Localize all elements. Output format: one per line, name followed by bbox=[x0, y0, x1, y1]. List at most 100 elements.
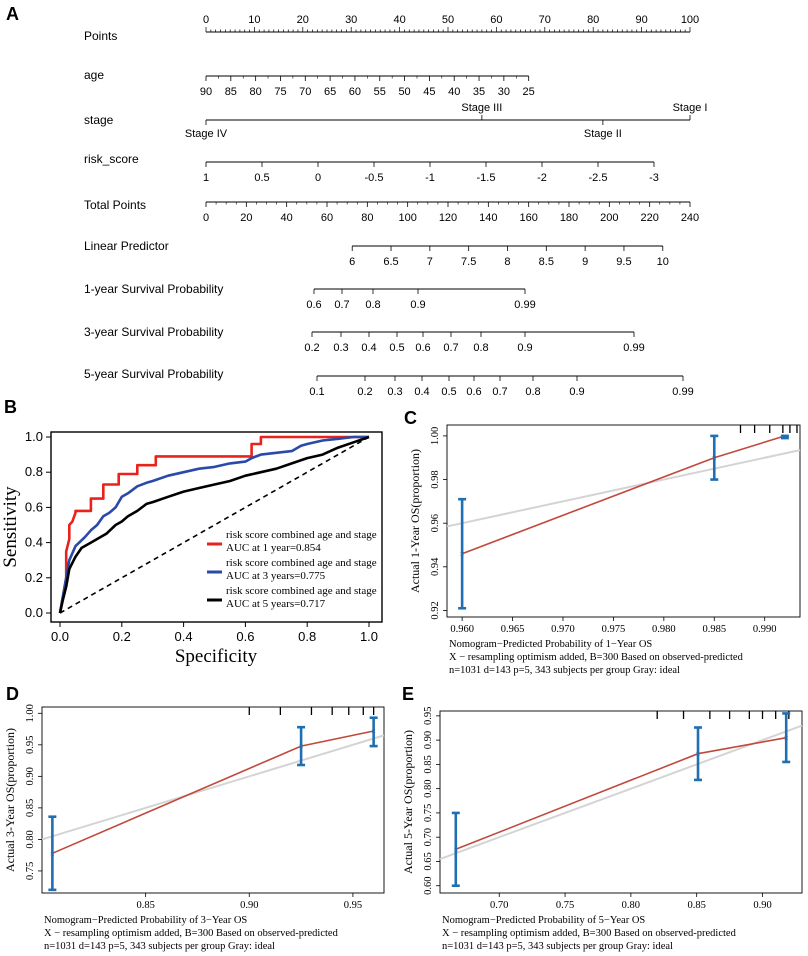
nomogram-row-label: stage bbox=[84, 113, 114, 127]
panel-letter-b: B bbox=[4, 397, 17, 417]
calibration-y-tick-label: 0.95 bbox=[423, 707, 434, 725]
nomogram-row-1-year-survival-probability: 1-year Survival Probability 0.6 0.7 0.8 0.9 0… bbox=[84, 282, 536, 311]
nomogram-tick-label: 35 bbox=[473, 86, 485, 98]
panel-letter-c: C bbox=[404, 408, 417, 428]
calibration-error-bar: × bbox=[710, 434, 719, 481]
calibration-error-bar: × bbox=[48, 815, 57, 892]
roc-x-axis-title: Specificity bbox=[175, 646, 258, 667]
nomogram-tick-label: 10 bbox=[248, 14, 260, 26]
calibration-y-axis-title: Actual 5-Year OS(proportion) bbox=[401, 730, 415, 874]
calibration-ideal-line bbox=[41, 734, 385, 841]
calibration-x-tick-label: 0.85 bbox=[688, 900, 706, 911]
nomogram-tick-label: -2 bbox=[537, 172, 547, 184]
roc-x-tick-label: 0.6 bbox=[236, 629, 254, 644]
error-bar-point-marker: × bbox=[783, 432, 788, 441]
nomogram-tick-label: 140 bbox=[479, 212, 497, 224]
calibration-ideal-line bbox=[446, 449, 801, 528]
calibration-y-tick-label: 0.85 bbox=[423, 755, 434, 773]
nomogram-tick-label: 0.8 bbox=[525, 386, 540, 398]
calibration-x-tick-label: 0.975 bbox=[602, 624, 626, 635]
nomogram-tick-label: 7.5 bbox=[461, 256, 476, 268]
nomogram-tick-label: 160 bbox=[519, 212, 537, 224]
nomogram-tick-label: -1.5 bbox=[477, 172, 496, 184]
calibration-error-bar: × bbox=[369, 716, 378, 748]
nomogram-tick-label: 6.5 bbox=[383, 256, 398, 268]
nomogram-tick-label: 40 bbox=[281, 212, 293, 224]
roc-legend-auc: AUC at 1 year=0.854 bbox=[226, 542, 321, 554]
calibration-x-tick-label: 0.85 bbox=[136, 900, 154, 911]
nomogram-tick-label: 0.99 bbox=[623, 342, 644, 354]
panel-letter-e: E bbox=[402, 684, 414, 704]
nomogram-tick-label: Stage I bbox=[673, 102, 708, 114]
roc-curve-series-3 bbox=[58, 435, 370, 614]
roc-panel: 0.0 0.2 0.4 0.6 0.8 1.0 0.0 0.2 0.4 0.6 0.8 1.0 Spec… bbox=[0, 429, 383, 667]
nomogram-tick-label: 0.4 bbox=[414, 386, 429, 398]
nomogram-tick-label: 9.5 bbox=[616, 256, 631, 268]
nomogram-row-points: Points 0 10 20 30 40 50 60 70 80 90 100 bbox=[84, 14, 699, 43]
calibration-y-tick-label: 0.85 bbox=[25, 799, 36, 817]
calibration-note-subjects: n=1031 d=143 p=5, 343 subjects per group… bbox=[44, 941, 275, 952]
nomogram-tick-label: 200 bbox=[600, 212, 618, 224]
nomogram-tick-label: 80 bbox=[250, 86, 262, 98]
calibration-y-tick-label: 0.90 bbox=[423, 731, 434, 749]
roc-y-tick-label: 0.0 bbox=[25, 605, 43, 620]
calibration-x-axis-title: Nomogram−Predicted Probability of 3−Year… bbox=[44, 915, 247, 926]
nomogram-tick-label: 50 bbox=[398, 86, 410, 98]
calibration-y-tick-label: 0.94 bbox=[430, 557, 441, 576]
nomogram-tick-label: Stage II bbox=[584, 128, 622, 140]
nomogram-row-total-points: Total Points 0 20 40 60 80 100 120 140 160 180 200 2… bbox=[84, 198, 699, 224]
calibration-y-axis-title: Actual 3-Year OS(proportion) bbox=[3, 728, 17, 872]
nomogram-row-stage: stage Stage IV Stage III Stage II Stage I bbox=[84, 102, 707, 140]
calibration-note-subjects: n=1031 d=143 p=5, 343 subjects per group… bbox=[449, 665, 680, 676]
calibration-x-tick-label: 0.990 bbox=[753, 624, 777, 635]
error-bar-point-marker: × bbox=[299, 742, 304, 751]
nomogram-tick-label: 0.7 bbox=[334, 299, 349, 311]
nomogram-tick-label: -0.5 bbox=[365, 172, 384, 184]
roc-y-tick-label: 0.4 bbox=[25, 535, 43, 550]
calibration-y-tick-label: 1.00 bbox=[430, 427, 441, 445]
nomogram-tick-label: 55 bbox=[374, 86, 386, 98]
calibration-x-tick-label: 0.70 bbox=[490, 900, 508, 911]
nomogram-tick-label: 0.8 bbox=[365, 299, 380, 311]
roc-curve-series-1 bbox=[58, 435, 369, 614]
nomogram-tick-label: 220 bbox=[640, 212, 658, 224]
nomogram-row-label: Points bbox=[84, 29, 117, 43]
calibration-x-tick-label: 0.965 bbox=[501, 624, 525, 635]
calibration-ideal-line bbox=[439, 724, 803, 860]
calibration-observed-line bbox=[52, 730, 374, 855]
calibration-y-tick-label: 0.80 bbox=[423, 779, 434, 797]
calibration-error-bar: × bbox=[458, 497, 467, 610]
error-bar-point-marker: × bbox=[371, 727, 376, 736]
roc-x-tick-label: 0.8 bbox=[298, 629, 316, 644]
roc-y-tick-label: 0.6 bbox=[25, 499, 43, 514]
roc-x-tick-label: 0.4 bbox=[175, 629, 193, 644]
calibration-plot-frame bbox=[41, 706, 385, 894]
nomogram-tick-label: 40 bbox=[448, 86, 460, 98]
nomogram-tick-label: Stage IV bbox=[185, 128, 228, 140]
error-bar-point-marker: × bbox=[712, 454, 717, 463]
nomogram-tick-label: 65 bbox=[324, 86, 336, 98]
nomogram-tick-label: 25 bbox=[523, 86, 535, 98]
error-bar-point-marker: × bbox=[696, 750, 701, 759]
nomogram-row-3-year-survival-probability: 3-year Survival Probability 0.2 0.3 0.4 0.5 0… bbox=[84, 325, 645, 354]
nomogram-tick-label: 0.2 bbox=[357, 386, 372, 398]
nomogram-tick-label: 0.7 bbox=[492, 386, 507, 398]
nomogram-row-label: risk_score bbox=[84, 152, 139, 166]
nomogram-row-label: 5-year Survival Probability bbox=[84, 367, 223, 381]
nomogram-tick-label: 0.9 bbox=[569, 386, 584, 398]
error-bar-point-marker: × bbox=[50, 849, 55, 858]
nomogram-tick-label: 0 bbox=[315, 172, 321, 184]
nomogram-tick-label: 0.3 bbox=[387, 386, 402, 398]
calibration-y-tick-label: 0.75 bbox=[25, 862, 36, 880]
calibration-y-tick-label: 0.90 bbox=[25, 767, 36, 785]
nomogram-row-age: age 90 85 80 75 70 65 60 55 50 45 40 35 30 25 bbox=[84, 68, 535, 98]
roc-x-tick-label: 0.0 bbox=[51, 629, 69, 644]
error-bar-point-marker: × bbox=[460, 550, 465, 559]
nomogram-tick-label: 0.9 bbox=[517, 342, 532, 354]
nomogram-tick-label: 80 bbox=[587, 14, 599, 26]
calibration-note-resampling: X − resampling optimism added, B=300 Bas… bbox=[44, 928, 339, 939]
nomogram-tick-label: 0.5 bbox=[441, 386, 456, 398]
nomogram-tick-label: 0.6 bbox=[466, 386, 481, 398]
